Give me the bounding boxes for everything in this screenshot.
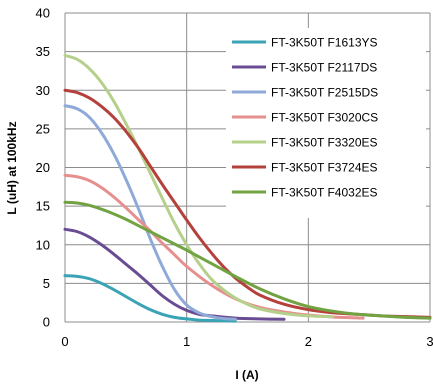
legend-item: FT-3K50T F1613YS xyxy=(232,36,378,50)
legend-item: FT-3K50T F2117DS xyxy=(232,61,377,75)
legend-label: FT-3K50T F1613YS xyxy=(271,36,378,50)
x-tick-label: 3 xyxy=(426,334,433,349)
x-tick-label: 0 xyxy=(61,334,68,349)
legend-label: FT-3K50T F3724ES xyxy=(271,161,378,175)
series-line-ft-3k50t-f2515ds xyxy=(63,104,237,321)
y-tick-label: 15 xyxy=(36,199,50,214)
legend-label: FT-3K50T F3320ES xyxy=(271,136,378,150)
series-line-ft-3k50t-f4032es xyxy=(63,200,432,320)
y-tick-label: 25 xyxy=(36,121,50,136)
y-tick-label: 35 xyxy=(36,44,50,59)
legend-item: FT-3K50T F4032ES xyxy=(232,186,378,200)
y-tick-label: 40 xyxy=(36,6,50,21)
y-tick-label: 30 xyxy=(36,83,50,98)
x-tick-label: 2 xyxy=(305,334,312,349)
y-axis-title: L (uH) at 100kHz xyxy=(5,121,19,214)
series-lines xyxy=(63,53,432,323)
legend-label: FT-3K50T F2117DS xyxy=(271,61,377,75)
legend-label: FT-3K50T F4032ES xyxy=(271,186,378,200)
y-axis-tick-labels: 0 5 10 15 20 25 30 35 40 xyxy=(36,6,50,330)
series-line-ft-3k50t-f1613ys xyxy=(63,274,237,323)
y-tick-label: 5 xyxy=(43,276,50,291)
legend-label: FT-3K50T F3020CS xyxy=(271,111,378,125)
legend-item: FT-3K50T F3724ES xyxy=(232,161,378,175)
legend-item: FT-3K50T F3020CS xyxy=(232,111,378,125)
legend-item: FT-3K50T F2515DS xyxy=(232,86,378,100)
legend-background xyxy=(226,28,426,218)
series-line-ft-3k50t-f3320es xyxy=(63,53,335,319)
legend: FT-3K50T F1613YS FT-3K50T F2117DS FT-3K50T… xyxy=(226,28,426,218)
legend-item: FT-3K50T F3320ES xyxy=(232,136,378,150)
x-axis-title: I (A) xyxy=(235,368,258,382)
legend-label: FT-3K50T F2515DS xyxy=(271,86,378,100)
y-tick-label: 0 xyxy=(43,315,50,330)
x-tick-label: 1 xyxy=(183,334,190,349)
y-tick-label: 20 xyxy=(36,160,50,175)
x-axis-tick-labels: 0 1 2 3 xyxy=(61,334,433,349)
y-tick-label: 10 xyxy=(36,237,50,252)
